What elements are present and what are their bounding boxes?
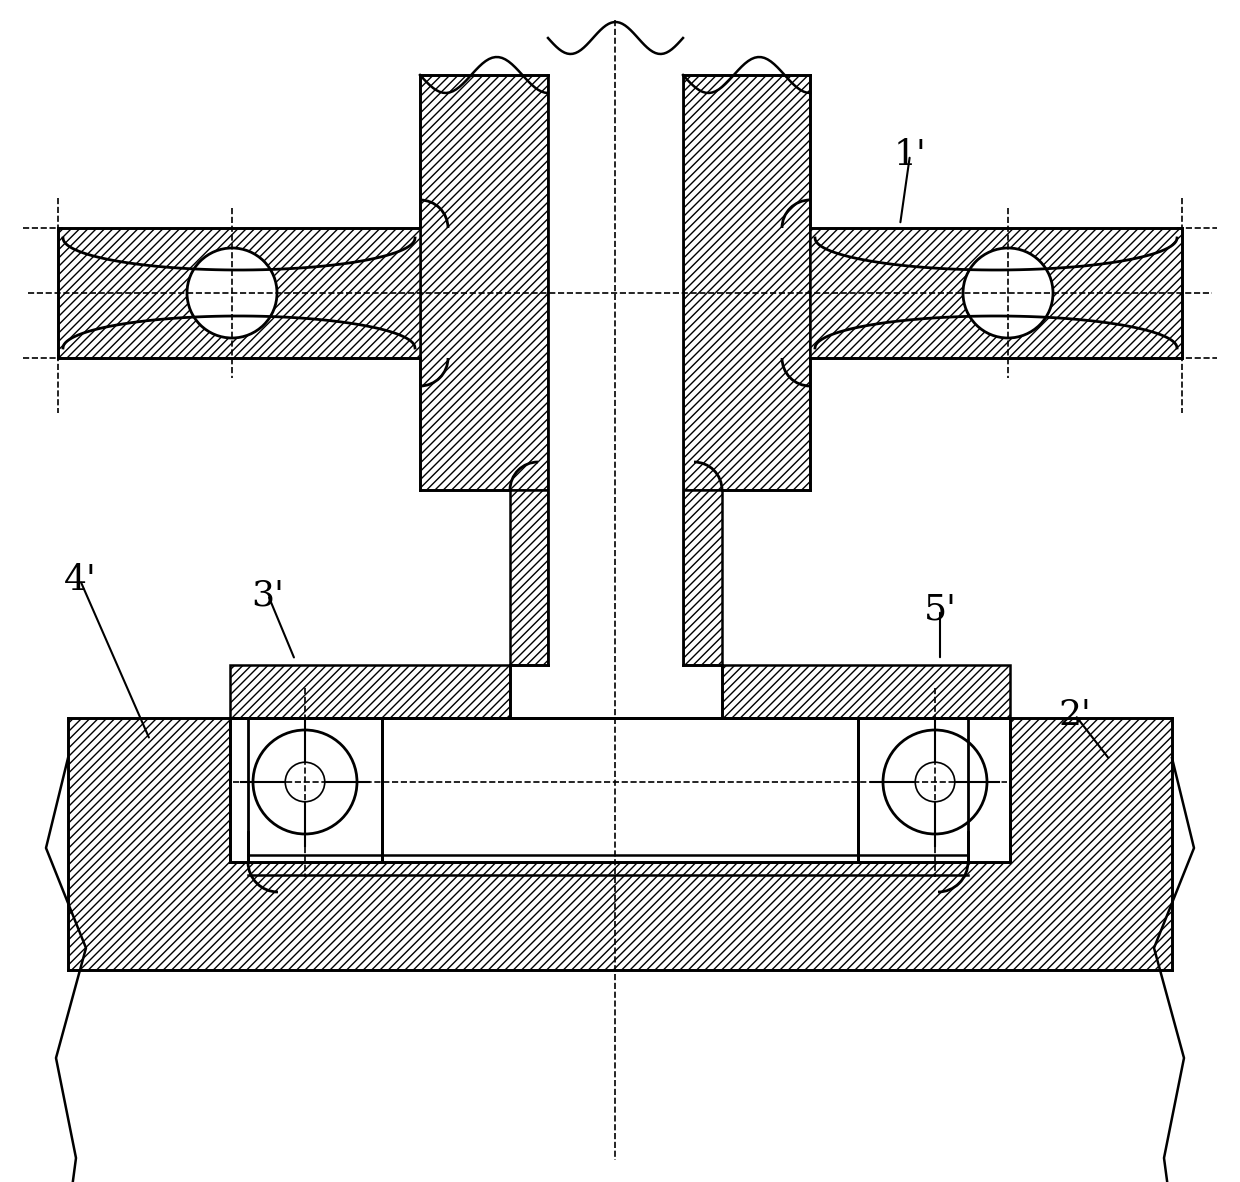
Circle shape <box>253 730 357 834</box>
Circle shape <box>963 248 1053 338</box>
Circle shape <box>187 248 277 338</box>
Circle shape <box>883 730 987 834</box>
Polygon shape <box>58 228 420 358</box>
Polygon shape <box>810 228 1182 358</box>
Polygon shape <box>858 717 1011 862</box>
Polygon shape <box>683 74 810 491</box>
Polygon shape <box>722 665 1011 862</box>
Text: 5': 5' <box>924 593 956 626</box>
Polygon shape <box>548 70 683 665</box>
Text: 2': 2' <box>1059 699 1091 732</box>
Polygon shape <box>420 74 548 491</box>
Text: 4': 4' <box>63 563 97 597</box>
Polygon shape <box>683 491 722 665</box>
Polygon shape <box>68 717 1172 970</box>
Polygon shape <box>858 717 1011 862</box>
Polygon shape <box>229 717 382 862</box>
Polygon shape <box>548 70 683 665</box>
Text: 3': 3' <box>252 578 284 612</box>
Polygon shape <box>510 491 548 665</box>
Polygon shape <box>229 717 382 862</box>
Polygon shape <box>248 717 968 862</box>
Circle shape <box>915 762 955 801</box>
Polygon shape <box>229 665 510 862</box>
Text: 1': 1' <box>894 138 926 173</box>
Circle shape <box>285 762 325 801</box>
